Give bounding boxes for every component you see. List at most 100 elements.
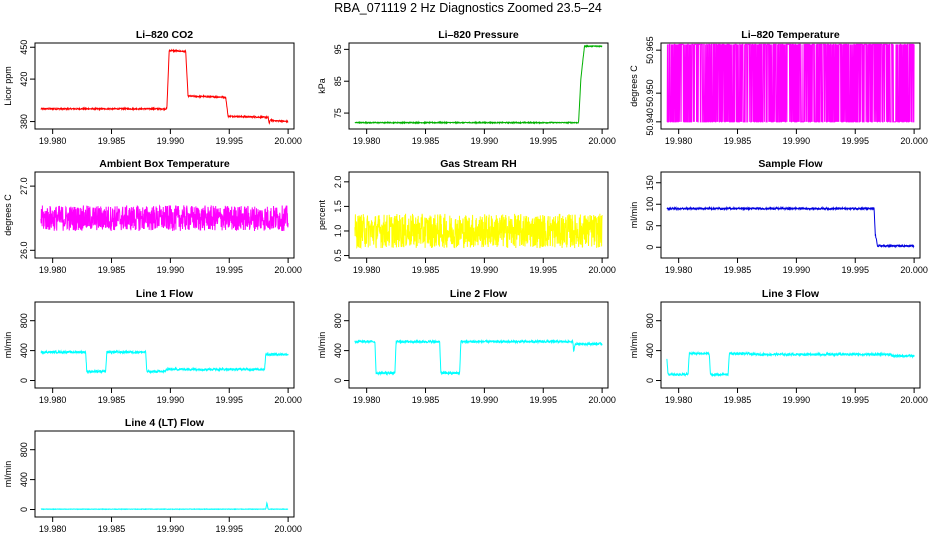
li-820-pressure-y-tick-label: 85 [333,76,343,86]
li-820-co2-chart: Li–820 CO2 Licor ppm 19.980 19.985 19.990 19.… [3,29,302,146]
line-3-flow-y-tick-label: 0 [645,378,655,383]
sample-flow-x-tick-label: 19.990 [783,265,811,275]
li-820-co2-x-tick-label: 19.980 [39,136,67,146]
li-820-temperature-chart: Li–820 Temperature degrees C 19.980 19.985 1… [629,29,928,146]
line-3-flow-x-tick-label: 19.995 [841,395,869,405]
li-820-temperature-title: Li–820 Temperature [741,29,840,41]
ambient-box-temperature-y-tick-label: 26.0 [19,242,29,260]
li-820-co2-y-tick-label: 420 [19,72,29,87]
li-820-co2-x-tick-label: 20.000 [274,136,302,146]
li-820-temperature-x-tick-label: 19.990 [783,136,811,146]
figure-title: RBA_071119 2 Hz Diagnostics Zoomed 23.5–… [334,1,602,15]
ambient-box-temperature-series-line [40,204,289,232]
line-1-flow-x-tick-label: 19.995 [215,395,243,405]
line-1-flow-plot-frame [34,301,295,389]
li-820-temperature-y-tick-label: 50.940 [645,108,655,136]
li-820-pressure-x-tick-label: 19.995 [529,136,557,146]
li-820-pressure-y-tick-label: 75 [333,108,343,118]
li-820-co2-y-axis-label: Licor ppm [3,66,13,106]
ambient-box-temperature-x-tick-label: 19.990 [157,265,185,275]
line-2-flow-y-tick-label: 400 [333,343,343,358]
gas-stream-rh-y-tick-label: 1.0 [333,225,343,238]
line-4-lt-flow-x-tick-label: 19.995 [215,524,243,534]
li-820-pressure-x-tick-label: 19.990 [471,136,499,146]
line-1-flow-chart: Line 1 Flow ml/min 19.980 19.985 19.990 19.99… [3,288,302,405]
sample-flow-x-tick-label: 19.980 [665,265,693,275]
sample-flow-series-line [666,205,915,249]
ambient-box-temperature-x-tick-label: 19.995 [215,265,243,275]
li-820-pressure-x-tick-label: 20.000 [588,136,616,146]
line-2-flow-plot-frame [348,301,609,389]
gas-stream-rh-y-tick-label: 2.0 [333,176,343,189]
line-1-flow-y-axis-label: ml/min [3,332,13,359]
line-2-flow-x-tick-label: 19.980 [353,395,381,405]
line-3-flow-title: Line 3 Flow [762,288,820,300]
gas-stream-rh-chart: Gas Stream RH percent 19.980 19.985 19.990 19… [317,158,616,275]
line-4-lt-flow-y-tick-label: 400 [19,472,29,487]
line-2-flow-x-tick-label: 19.985 [412,395,440,405]
li-820-pressure-y-tick-label: 95 [333,44,343,54]
gas-stream-rh-y-tick-label: 0.5 [333,249,343,262]
line-4-lt-flow-y-tick-label: 800 [19,442,29,457]
line-2-flow-y-tick-label: 800 [333,313,343,328]
gas-stream-rh-title: Gas Stream RH [440,158,516,170]
li-820-co2-plot-frame [34,42,295,130]
line-4-lt-flow-title: Line 4 (LT) Flow [125,417,205,429]
li-820-temperature-plot-frame [660,42,921,130]
gas-stream-rh-plot-frame [348,171,609,259]
gas-stream-rh-x-tick-label: 19.990 [471,265,499,275]
line-1-flow-y-tick-label: 0 [19,378,29,383]
sample-flow-y-tick-label: 0 [645,245,655,250]
li-820-pressure-x-tick-label: 19.980 [353,136,381,146]
sample-flow-y-tick-label: 150 [645,175,655,190]
gas-stream-rh-y-tick-label: 1.5 [333,200,343,213]
gas-stream-rh-x-tick-label: 19.980 [353,265,381,275]
line-3-flow-chart: Line 3 Flow ml/min 19.980 19.985 19.990 19.99… [629,288,928,405]
li-820-co2-y-tick-label: 380 [19,114,29,129]
line-3-flow-series-line [666,350,915,378]
line-3-flow-x-tick-label: 20.000 [900,395,928,405]
line-1-flow-y-tick-label: 800 [19,313,29,328]
gas-stream-rh-x-tick-label: 19.985 [412,265,440,275]
line-4-lt-flow-y-tick-label: 0 [19,507,29,512]
li-820-temperature-series-line [666,43,915,123]
li-820-pressure-chart: Li–820 Pressure kPa 19.980 19.985 19.990 19.9… [317,29,616,146]
line-1-flow-series-line [40,349,289,375]
line-4-lt-flow-x-tick-label: 19.980 [39,524,67,534]
li-820-pressure-title: Li–820 Pressure [438,29,519,41]
sample-flow-x-tick-label: 19.995 [841,265,869,275]
ambient-box-temperature-x-tick-label: 19.985 [98,265,126,275]
ambient-box-temperature-plot-frame [34,171,295,259]
gas-stream-rh-x-tick-label: 20.000 [588,265,616,275]
line-3-flow-plot-frame [660,301,921,389]
line-3-flow-x-tick-label: 19.985 [724,395,752,405]
li-820-temperature-x-tick-label: 19.995 [841,136,869,146]
line-1-flow-title: Line 1 Flow [136,288,194,300]
li-820-co2-title: Li–820 CO2 [136,29,193,41]
ambient-box-temperature-title: Ambient Box Temperature [99,158,230,170]
sample-flow-y-tick-label: 100 [645,197,655,212]
line-4-lt-flow-x-tick-label: 19.990 [157,524,185,534]
ambient-box-temperature-x-tick-label: 19.980 [39,265,67,275]
sample-flow-x-tick-label: 20.000 [900,265,928,275]
li-820-pressure-y-axis-label: kPa [317,78,327,94]
li-820-pressure-plot-frame [348,42,609,130]
line-3-flow-y-axis-label: ml/min [629,332,639,359]
line-3-flow-y-tick-label: 800 [645,313,655,328]
line-4-lt-flow-y-axis-label: ml/min [3,461,13,488]
li-820-temperature-x-tick-label: 20.000 [900,136,928,146]
li-820-temperature-x-tick-label: 19.980 [665,136,693,146]
li-820-co2-series-line [40,48,289,125]
line-2-flow-x-tick-label: 19.995 [529,395,557,405]
li-820-co2-x-tick-label: 19.995 [215,136,243,146]
line-3-flow-x-tick-label: 19.990 [783,395,811,405]
line-3-flow-y-tick-label: 400 [645,343,655,358]
sample-flow-y-axis-label: ml/min [629,202,639,229]
line-4-lt-flow-plot-frame [34,430,295,518]
sample-flow-y-tick-label: 50 [645,221,655,231]
ambient-box-temperature-x-tick-label: 20.000 [274,265,302,275]
li-820-temperature-y-tick-label: 50.965 [645,36,655,64]
line-1-flow-x-tick-label: 19.980 [39,395,67,405]
gas-stream-rh-y-axis-label: percent [317,199,327,230]
